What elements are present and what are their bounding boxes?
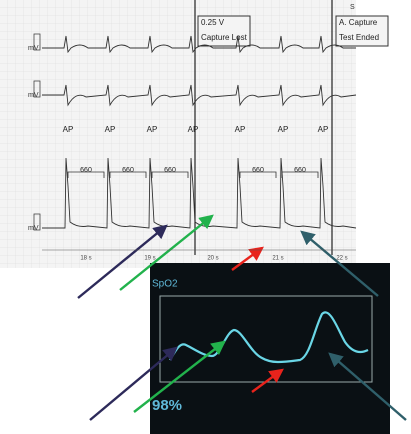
channel-label: mV [28,225,39,232]
page: {"ecg": {"corner": "S", "boxes": [{"line… [0,0,411,434]
pace-label: AP [235,125,246,134]
corner-label: S [350,4,355,11]
interval-label: 660 [294,167,306,174]
time-label: 19 s [144,256,155,262]
pace-label: AP [278,125,289,134]
annotation-text: 0.25 V [201,18,225,27]
figure: SpO2 98% S 0.25 V Capture Lost A. Capture Te… [0,0,411,434]
annotation-text: Test Ended [339,33,379,42]
pace-label: AP [147,125,158,134]
channel-label: mV [28,45,39,52]
pace-label: AP [318,125,329,134]
monitor-screen [150,263,390,434]
annotation-text: Capture Lost [201,33,248,42]
time-label: 22 s [336,256,347,262]
interval-label: 660 [164,167,176,174]
time-label: 20 s [207,256,218,262]
time-label: 18 s [80,256,91,262]
interval-label: 660 [122,167,134,174]
pace-label: AP [63,125,74,134]
time-label: 21 s [272,256,283,262]
interval-label: 660 [252,167,264,174]
monitor-label: SpO2 [152,279,178,290]
channel-label: mV [28,92,39,99]
interval-label: 660 [80,167,92,174]
pace-label: AP [105,125,116,134]
annotation-text: A. Capture [339,18,378,27]
monitor-value: 98% [152,397,182,414]
pace-label: AP [188,125,199,134]
